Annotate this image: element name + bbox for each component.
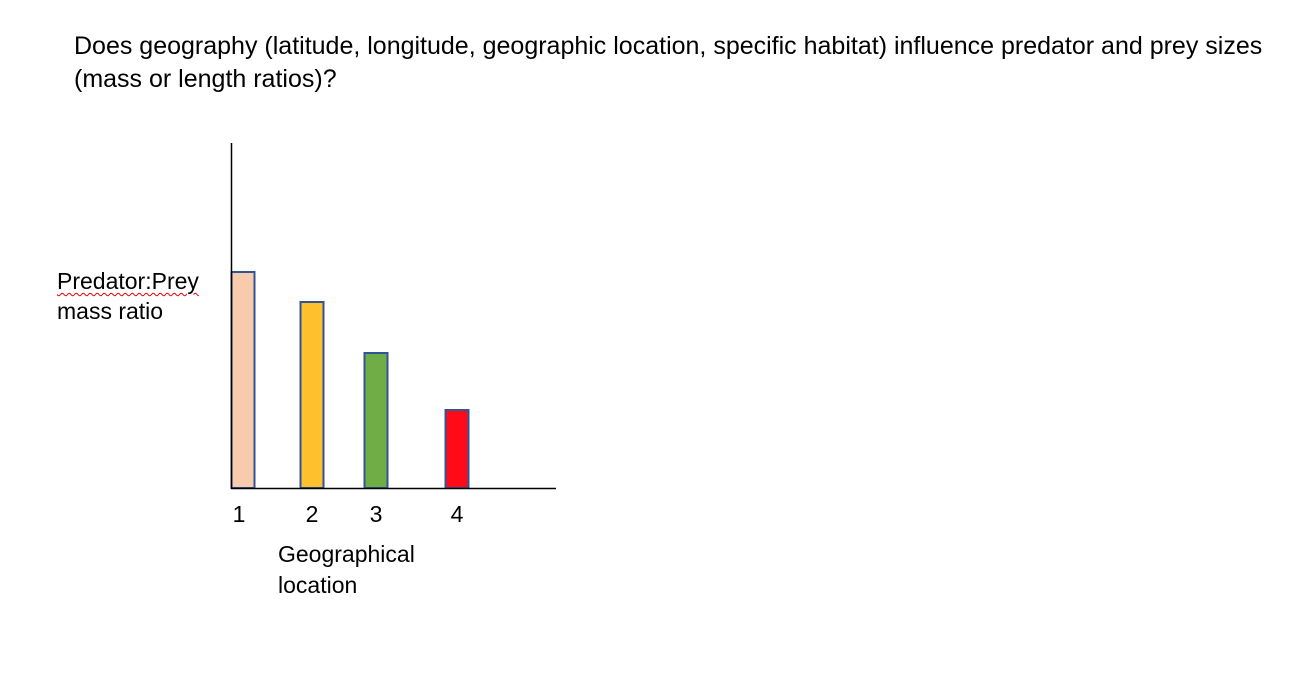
question-text: Does geography (latitude, longitude, geo… (74, 32, 1263, 93)
bars-group (230, 271, 470, 489)
x-tick-labels-group: 1 2 3 4 (233, 501, 464, 527)
x-axis-label-line-2: location (278, 572, 358, 598)
y-axis-label-line-2: mass ratio (57, 298, 164, 324)
x-tick-label-3: 3 (370, 501, 383, 527)
bar-3 (363, 352, 389, 489)
bar-2 (299, 301, 325, 489)
x-axis-label: Geographical location (278, 539, 458, 601)
x-tick-label-1: 1 (233, 501, 246, 527)
x-axis-label-line-1: Geographical (278, 541, 415, 567)
x-tick-label-4: 4 (451, 501, 464, 527)
bar-4 (444, 409, 470, 489)
bar-1 (230, 271, 256, 489)
y-axis-label: Predator:Prey mass ratio (57, 266, 232, 326)
y-axis-label-line-1: Predator:Prey (57, 268, 199, 294)
x-tick-label-2: 2 (306, 501, 319, 527)
